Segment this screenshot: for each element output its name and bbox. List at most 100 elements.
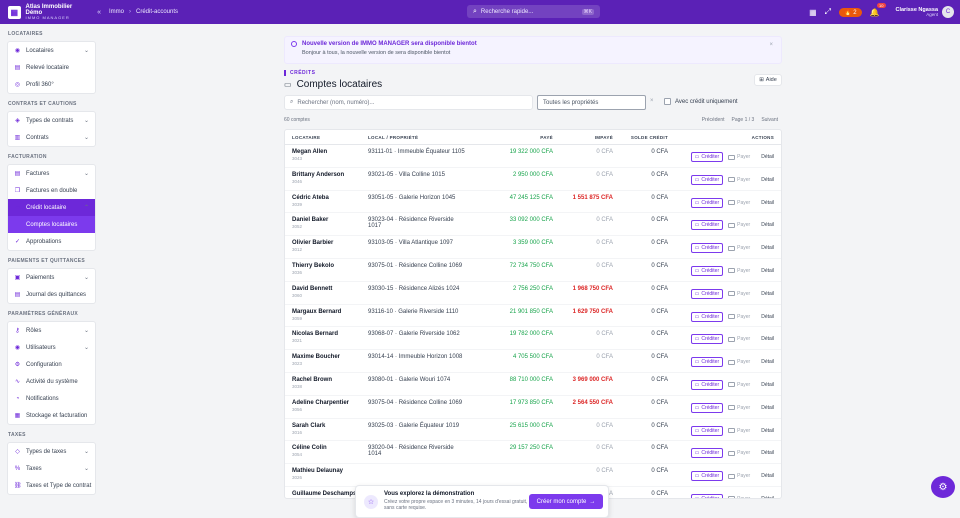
- tenant-cell[interactable]: Megan Allen 3043: [285, 149, 368, 161]
- credit-button[interactable]: ▭ Créditer: [690, 152, 724, 162]
- credit-button[interactable]: ▭ Créditer: [690, 265, 724, 276]
- pay-button[interactable]: Payer: [728, 245, 750, 251]
- detail-button[interactable]: Détail: [761, 381, 774, 388]
- pay-button[interactable]: Payer: [728, 154, 750, 160]
- checkbox-box[interactable]: [664, 98, 671, 105]
- credit-button[interactable]: ▭ Créditer: [690, 471, 724, 482]
- credit-button[interactable]: ▭ Créditer: [690, 334, 724, 345]
- tenant-name[interactable]: Adeline Charpentier: [292, 399, 350, 406]
- credit-button[interactable]: ▭ Créditer: [690, 425, 724, 436]
- col-locataire[interactable]: LOCATAIRE: [292, 134, 321, 140]
- tenant-name[interactable]: Guillaume Deschamps: [292, 490, 357, 497]
- tenant-cell[interactable]: Nicolas Bernard 3021: [285, 331, 368, 343]
- create-account-button[interactable]: Créer mon compte →: [529, 494, 603, 509]
- tenant-cell[interactable]: Rachel Brown 3038: [285, 377, 368, 389]
- help-button[interactable]: ⊞ Aide: [754, 74, 782, 86]
- detail-button[interactable]: Détail: [761, 495, 774, 499]
- pay-button[interactable]: Payer: [728, 200, 750, 206]
- grid-icon[interactable]: ▦: [809, 7, 817, 17]
- tenant-cell[interactable]: Maxime Boucher 3023: [285, 354, 368, 366]
- detail-button[interactable]: Détail: [761, 154, 774, 160]
- fullscreen-icon[interactable]: ⤢: [824, 7, 832, 16]
- tenant-name[interactable]: Rachel Brown: [292, 376, 333, 383]
- tenant-name[interactable]: Margaux Bernard: [292, 308, 342, 315]
- tenant-name[interactable]: Céline Colin: [292, 445, 327, 452]
- detail-button[interactable]: Détail: [761, 222, 774, 229]
- tenant-name[interactable]: Maxime Boucher: [292, 354, 341, 361]
- tenant-name[interactable]: Sarah Clark: [292, 422, 326, 429]
- pay-button[interactable]: Payer: [728, 428, 750, 434]
- pay-button[interactable]: Payer: [728, 382, 750, 388]
- pay-button[interactable]: Payer: [728, 405, 750, 411]
- detail-button[interactable]: Détail: [761, 176, 774, 183]
- sidebar-item-releve[interactable]: ▤ Relevé locataire: [8, 59, 95, 76]
- tenant-cell[interactable]: Brittany Anderson 3046: [285, 172, 368, 184]
- pay-button[interactable]: Payer: [728, 359, 750, 365]
- sidebar-item-contrats[interactable]: ▥ Contrats ⌄: [8, 129, 95, 146]
- tenant-name[interactable]: Cédric Ateba: [292, 194, 329, 201]
- detail-button[interactable]: Détail: [761, 290, 774, 297]
- detail-button[interactable]: Détail: [761, 473, 774, 480]
- tenant-name[interactable]: Olivier Barbier: [292, 240, 334, 247]
- sidebar-item-configuration[interactable]: ⚙ Configuration: [8, 356, 95, 373]
- bell-icon[interactable]: 🔔 10: [869, 2, 886, 17]
- col-propriete[interactable]: LOCAL / PROPRIÉTÉ: [368, 134, 419, 140]
- detail-button[interactable]: Détail: [761, 267, 774, 274]
- credit-button[interactable]: ▭ Créditer: [690, 311, 724, 322]
- detail-button[interactable]: Détail: [761, 450, 774, 457]
- credit-button[interactable]: ▭ Créditer: [690, 493, 724, 498]
- pay-button[interactable]: Payer: [728, 268, 750, 274]
- detail-button[interactable]: Détail: [761, 336, 774, 343]
- tenant-name[interactable]: Daniel Baker: [292, 217, 329, 224]
- tenant-name[interactable]: Nicolas Bernard: [292, 331, 339, 338]
- detail-button[interactable]: Détail: [761, 199, 774, 206]
- tenant-cell[interactable]: David Bennett 3060: [285, 286, 368, 298]
- avatar[interactable]: C: [942, 6, 954, 18]
- sidebar-item-types-taxes[interactable]: ◇ Types de taxes ⌄: [8, 443, 95, 460]
- credit-button[interactable]: ▭ Créditer: [690, 402, 724, 413]
- pay-button[interactable]: Payer: [728, 222, 750, 228]
- credit-button[interactable]: ▭ Créditer: [690, 243, 724, 254]
- tenant-cell[interactable]: Guillaume Deschamps: [285, 491, 368, 498]
- sidebar-item-types-contrats[interactable]: ◈ Types de contrats ⌄: [8, 112, 95, 129]
- tenant-cell[interactable]: Mathieu Delaunay 3026: [285, 468, 368, 480]
- collapse-sidebar-icon[interactable]: «: [97, 8, 101, 16]
- credit-only-checkbox[interactable]: Avec crédit uniquement: [664, 98, 738, 105]
- credit-button[interactable]: ▭ Créditer: [690, 379, 724, 390]
- credit-button[interactable]: ▭ Créditer: [690, 220, 724, 231]
- sidebar-item-approbations[interactable]: ✓ Approbations: [8, 233, 95, 250]
- credit-button[interactable]: ▭ Créditer: [690, 174, 724, 185]
- quick-search[interactable]: ⌕ Recherche rapide... ⌘K: [467, 5, 600, 18]
- pay-button[interactable]: Payer: [728, 291, 750, 297]
- tenant-cell[interactable]: Daniel Baker 3052: [285, 217, 368, 229]
- pay-button[interactable]: Payer: [728, 177, 750, 183]
- detail-button[interactable]: Détail: [761, 245, 774, 252]
- next-button[interactable]: Suivant: [761, 117, 778, 123]
- tenant-cell[interactable]: Margaux Bernard 3059: [285, 309, 368, 321]
- credit-button[interactable]: ▭ Créditer: [690, 448, 724, 459]
- settings-fab-icon[interactable]: ⚙: [931, 476, 955, 498]
- detail-button[interactable]: Détail: [761, 404, 774, 411]
- points-badge[interactable]: 🔥 2: [839, 7, 862, 17]
- col-paye[interactable]: PAYÉ: [540, 134, 553, 140]
- pay-button[interactable]: Payer: [728, 336, 750, 342]
- credit-button[interactable]: ▭ Créditer: [690, 288, 724, 299]
- pay-button[interactable]: Payer: [728, 496, 750, 498]
- tenant-cell[interactable]: Cédric Ateba 3039: [285, 195, 368, 207]
- tenant-cell[interactable]: Thierry Bekolo 3036: [285, 263, 368, 275]
- tenant-name[interactable]: David Bennett: [292, 285, 333, 292]
- sidebar-item-credit-locataire[interactable]: ▭ Crédit locataire ⌃: [8, 199, 95, 216]
- sidebar-item-journal[interactable]: ▤ Journal des quittances: [8, 286, 95, 303]
- tenant-cell[interactable]: Céline Colin 3054: [285, 445, 368, 457]
- tenant-name[interactable]: Brittany Anderson: [292, 171, 345, 178]
- tenant-cell[interactable]: Adeline Charpentier 3056: [285, 400, 368, 412]
- detail-button[interactable]: Détail: [761, 427, 774, 434]
- sidebar-item-taxes-type-contrat[interactable]: ⛓ Taxes et Type de contrat: [8, 477, 95, 494]
- search-input[interactable]: ⌕ Rechercher (nom, numéro)...: [284, 95, 533, 110]
- tenant-cell[interactable]: Olivier Barbier 3012: [285, 240, 368, 252]
- sidebar-item-notifications[interactable]: ◔ Notifications: [8, 390, 95, 407]
- sidebar-item-roles[interactable]: ⚷ Rôles ⌄: [8, 322, 95, 339]
- sidebar-item-taxes[interactable]: % Taxes ⌄: [8, 460, 95, 477]
- col-impaye[interactable]: IMPAYÉ: [594, 134, 613, 140]
- detail-button[interactable]: Détail: [761, 313, 774, 320]
